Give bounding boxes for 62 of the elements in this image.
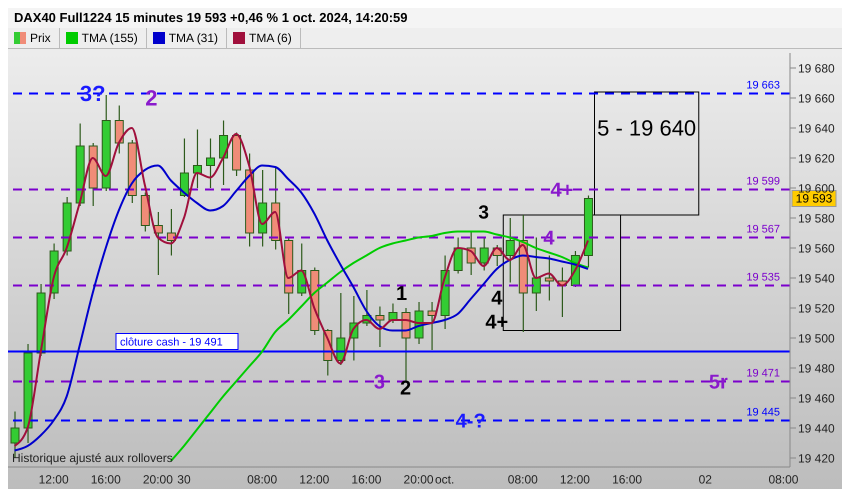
annotation: 3 xyxy=(374,372,386,394)
x-tick-label: 16:00 xyxy=(351,472,382,487)
x-tick-label: 30 xyxy=(177,472,191,487)
annotation: 4-? xyxy=(456,410,486,432)
y-tick-label: 19 500 xyxy=(798,331,836,346)
ref-line-label: 19 535 xyxy=(746,272,780,284)
x-tick-label: 20:00 xyxy=(142,472,174,487)
candlestick xyxy=(544,254,554,302)
legend-label: TMA (6) xyxy=(249,31,292,45)
annotation: 3 xyxy=(478,202,490,224)
candlestick xyxy=(192,128,202,189)
ref-line-label: clôture cash - 19 491 xyxy=(120,336,223,348)
y-tick-label: 19 660 xyxy=(798,91,836,106)
x-tick-label: 12:00 xyxy=(560,472,590,487)
annotation: 4 xyxy=(543,228,556,250)
annotation: 1 xyxy=(396,283,408,305)
x-tick-label: 12:00 xyxy=(38,472,69,487)
y-tick-label: 19 580 xyxy=(798,211,836,226)
x-tick-label: 02 xyxy=(698,472,712,487)
y-tick-label: 19 640 xyxy=(798,121,836,136)
candlestick xyxy=(454,236,463,274)
y-tick-label: 19 440 xyxy=(798,421,836,436)
candlestick xyxy=(180,138,189,198)
legend-label: Prix xyxy=(30,31,51,45)
candlestick xyxy=(532,236,541,312)
x-tick-label: 08:00 xyxy=(768,472,799,487)
annotation: 5r xyxy=(708,372,728,394)
candlestick xyxy=(375,306,384,348)
annotation: 2 xyxy=(145,86,158,111)
chart-title: DAX40 Full1224 15 minutes 19 593 +0,46 % 1 oct. 2024, 14:20:59 xyxy=(8,8,842,28)
y-tick-label: 19 540 xyxy=(798,271,836,286)
x-tick-label: 16:00 xyxy=(612,472,642,487)
y-tick-label: 19 620 xyxy=(798,151,836,166)
y-tick-label: 19 560 xyxy=(798,241,836,256)
y-tick-label: 19 680 xyxy=(798,61,836,76)
annotation: 19 593 xyxy=(796,192,833,206)
y-tick-label: 19 420 xyxy=(798,451,836,466)
y-tick-label: 19 480 xyxy=(798,361,836,376)
candlestick xyxy=(114,104,124,154)
candlestick xyxy=(206,138,215,189)
annotation: 4+ xyxy=(550,180,574,202)
ref-line-label: 19 599 xyxy=(746,176,780,188)
ref-line-label: 19 663 xyxy=(746,80,780,92)
annotation: 2 xyxy=(400,378,412,400)
x-tick-label: 12:00 xyxy=(299,472,330,487)
annotation: 4 xyxy=(491,288,504,310)
candlestick xyxy=(506,217,515,284)
annotation: 5 - 19 640 xyxy=(597,116,696,141)
x-tick-label: oct. xyxy=(434,472,454,487)
x-tick-label: 16:00 xyxy=(90,472,122,487)
ref-line-label: 19 471 xyxy=(746,368,780,380)
y-tick-label: 19 460 xyxy=(798,391,836,406)
x-tick-label: 20:00 xyxy=(404,472,434,487)
legend-label: TMA (31) xyxy=(168,31,218,45)
legend-label: TMA (155) xyxy=(82,31,138,45)
x-tick-label: 08:00 xyxy=(508,472,538,487)
ref-line-label: 19 445 xyxy=(746,406,780,418)
annotation: Historique ajusté aux rollovers xyxy=(12,451,173,465)
candlestick xyxy=(480,236,489,272)
ref-line-label: 19 567 xyxy=(746,224,780,236)
x-tick-label: 08:00 xyxy=(247,472,278,487)
y-tick-label: 19 520 xyxy=(798,301,836,316)
